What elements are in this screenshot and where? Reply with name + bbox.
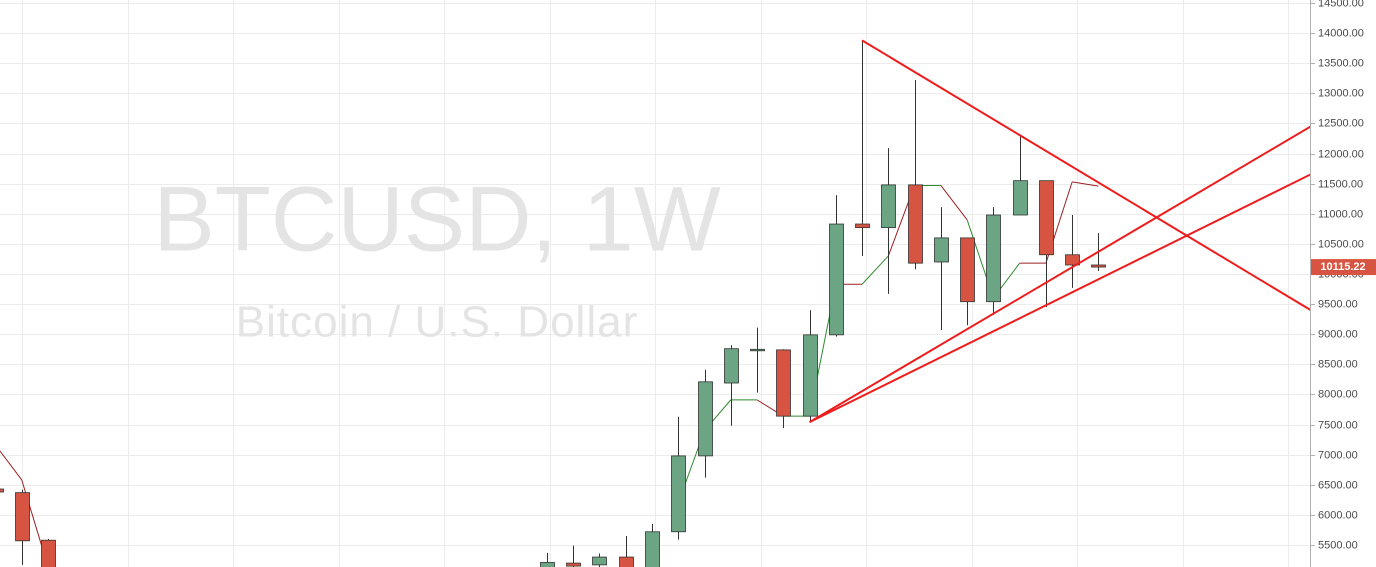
candle-body — [1039, 180, 1054, 256]
trendline — [861, 39, 1310, 311]
candle-body — [881, 184, 896, 229]
overlay-segment — [861, 255, 889, 285]
y-tick-label: 7500.00 — [1318, 419, 1358, 431]
overlay-segment — [0, 450, 23, 481]
watermark-subtitle: Bitcoin / U.S. Dollar — [236, 298, 638, 347]
y-tick-label: 6000.00 — [1318, 509, 1358, 521]
plot-area — [0, 39, 1310, 567]
y-tick-label: 13500.00 — [1318, 57, 1364, 69]
y-tick-label: 8500.00 — [1318, 358, 1358, 370]
watermark-title: BTCUSD, 1W — [153, 168, 721, 270]
last-price-label: 10115.22 — [1320, 261, 1365, 273]
candle-body — [619, 556, 634, 567]
candle-body — [934, 237, 949, 263]
candle-body — [1013, 180, 1028, 216]
y-tick-label: 6500.00 — [1318, 479, 1358, 491]
grid — [0, 0, 1310, 567]
y-tick-label: 12000.00 — [1318, 148, 1364, 160]
candle-body — [908, 184, 923, 264]
candle-body — [750, 348, 765, 352]
candle-body — [592, 556, 607, 566]
candle-body — [855, 223, 870, 229]
candle-body — [698, 381, 713, 457]
y-tick-label: 7000.00 — [1318, 449, 1358, 461]
trendline — [809, 125, 1310, 424]
y-tick-label: 9000.00 — [1318, 328, 1358, 340]
candle-body — [15, 492, 30, 542]
y-tick-label: 11500.00 — [1318, 178, 1363, 190]
candle-body — [1065, 254, 1080, 266]
y-tick-label: 12500.00 — [1318, 117, 1364, 129]
y-tick-label: 13000.00 — [1318, 87, 1364, 99]
candle-body — [0, 488, 4, 493]
candle-body — [671, 455, 686, 533]
candle-body — [724, 348, 739, 384]
candle-body — [776, 349, 791, 417]
candle-body — [1091, 264, 1106, 268]
candle-body — [803, 334, 818, 417]
y-tick-label: 5500.00 — [1318, 539, 1358, 551]
overlay-segment — [1072, 181, 1099, 187]
candle-body — [540, 562, 555, 567]
y-tick-label: 9500.00 — [1318, 298, 1358, 310]
overlay-segment — [940, 185, 968, 221]
trendline — [809, 173, 1310, 424]
candle-body — [41, 539, 56, 567]
y-tick-label: 10500.00 — [1318, 238, 1364, 250]
candle-body — [829, 223, 844, 336]
candle-body — [645, 531, 660, 567]
candle-body — [986, 214, 1001, 303]
y-tick-label: 8000.00 — [1318, 388, 1358, 400]
candle-body — [960, 237, 975, 303]
price-axis: 5500.00 6000.00 6500.00 7000.00 7500.00 8000.… — [1310, 0, 1376, 551]
y-tick-label: 14500.00 — [1318, 0, 1364, 9]
y-tick-label: 11000.00 — [1318, 208, 1363, 220]
candle-body — [566, 562, 581, 567]
last-price-box — [1311, 259, 1376, 276]
y-tick-label: 14000.00 — [1318, 27, 1364, 39]
